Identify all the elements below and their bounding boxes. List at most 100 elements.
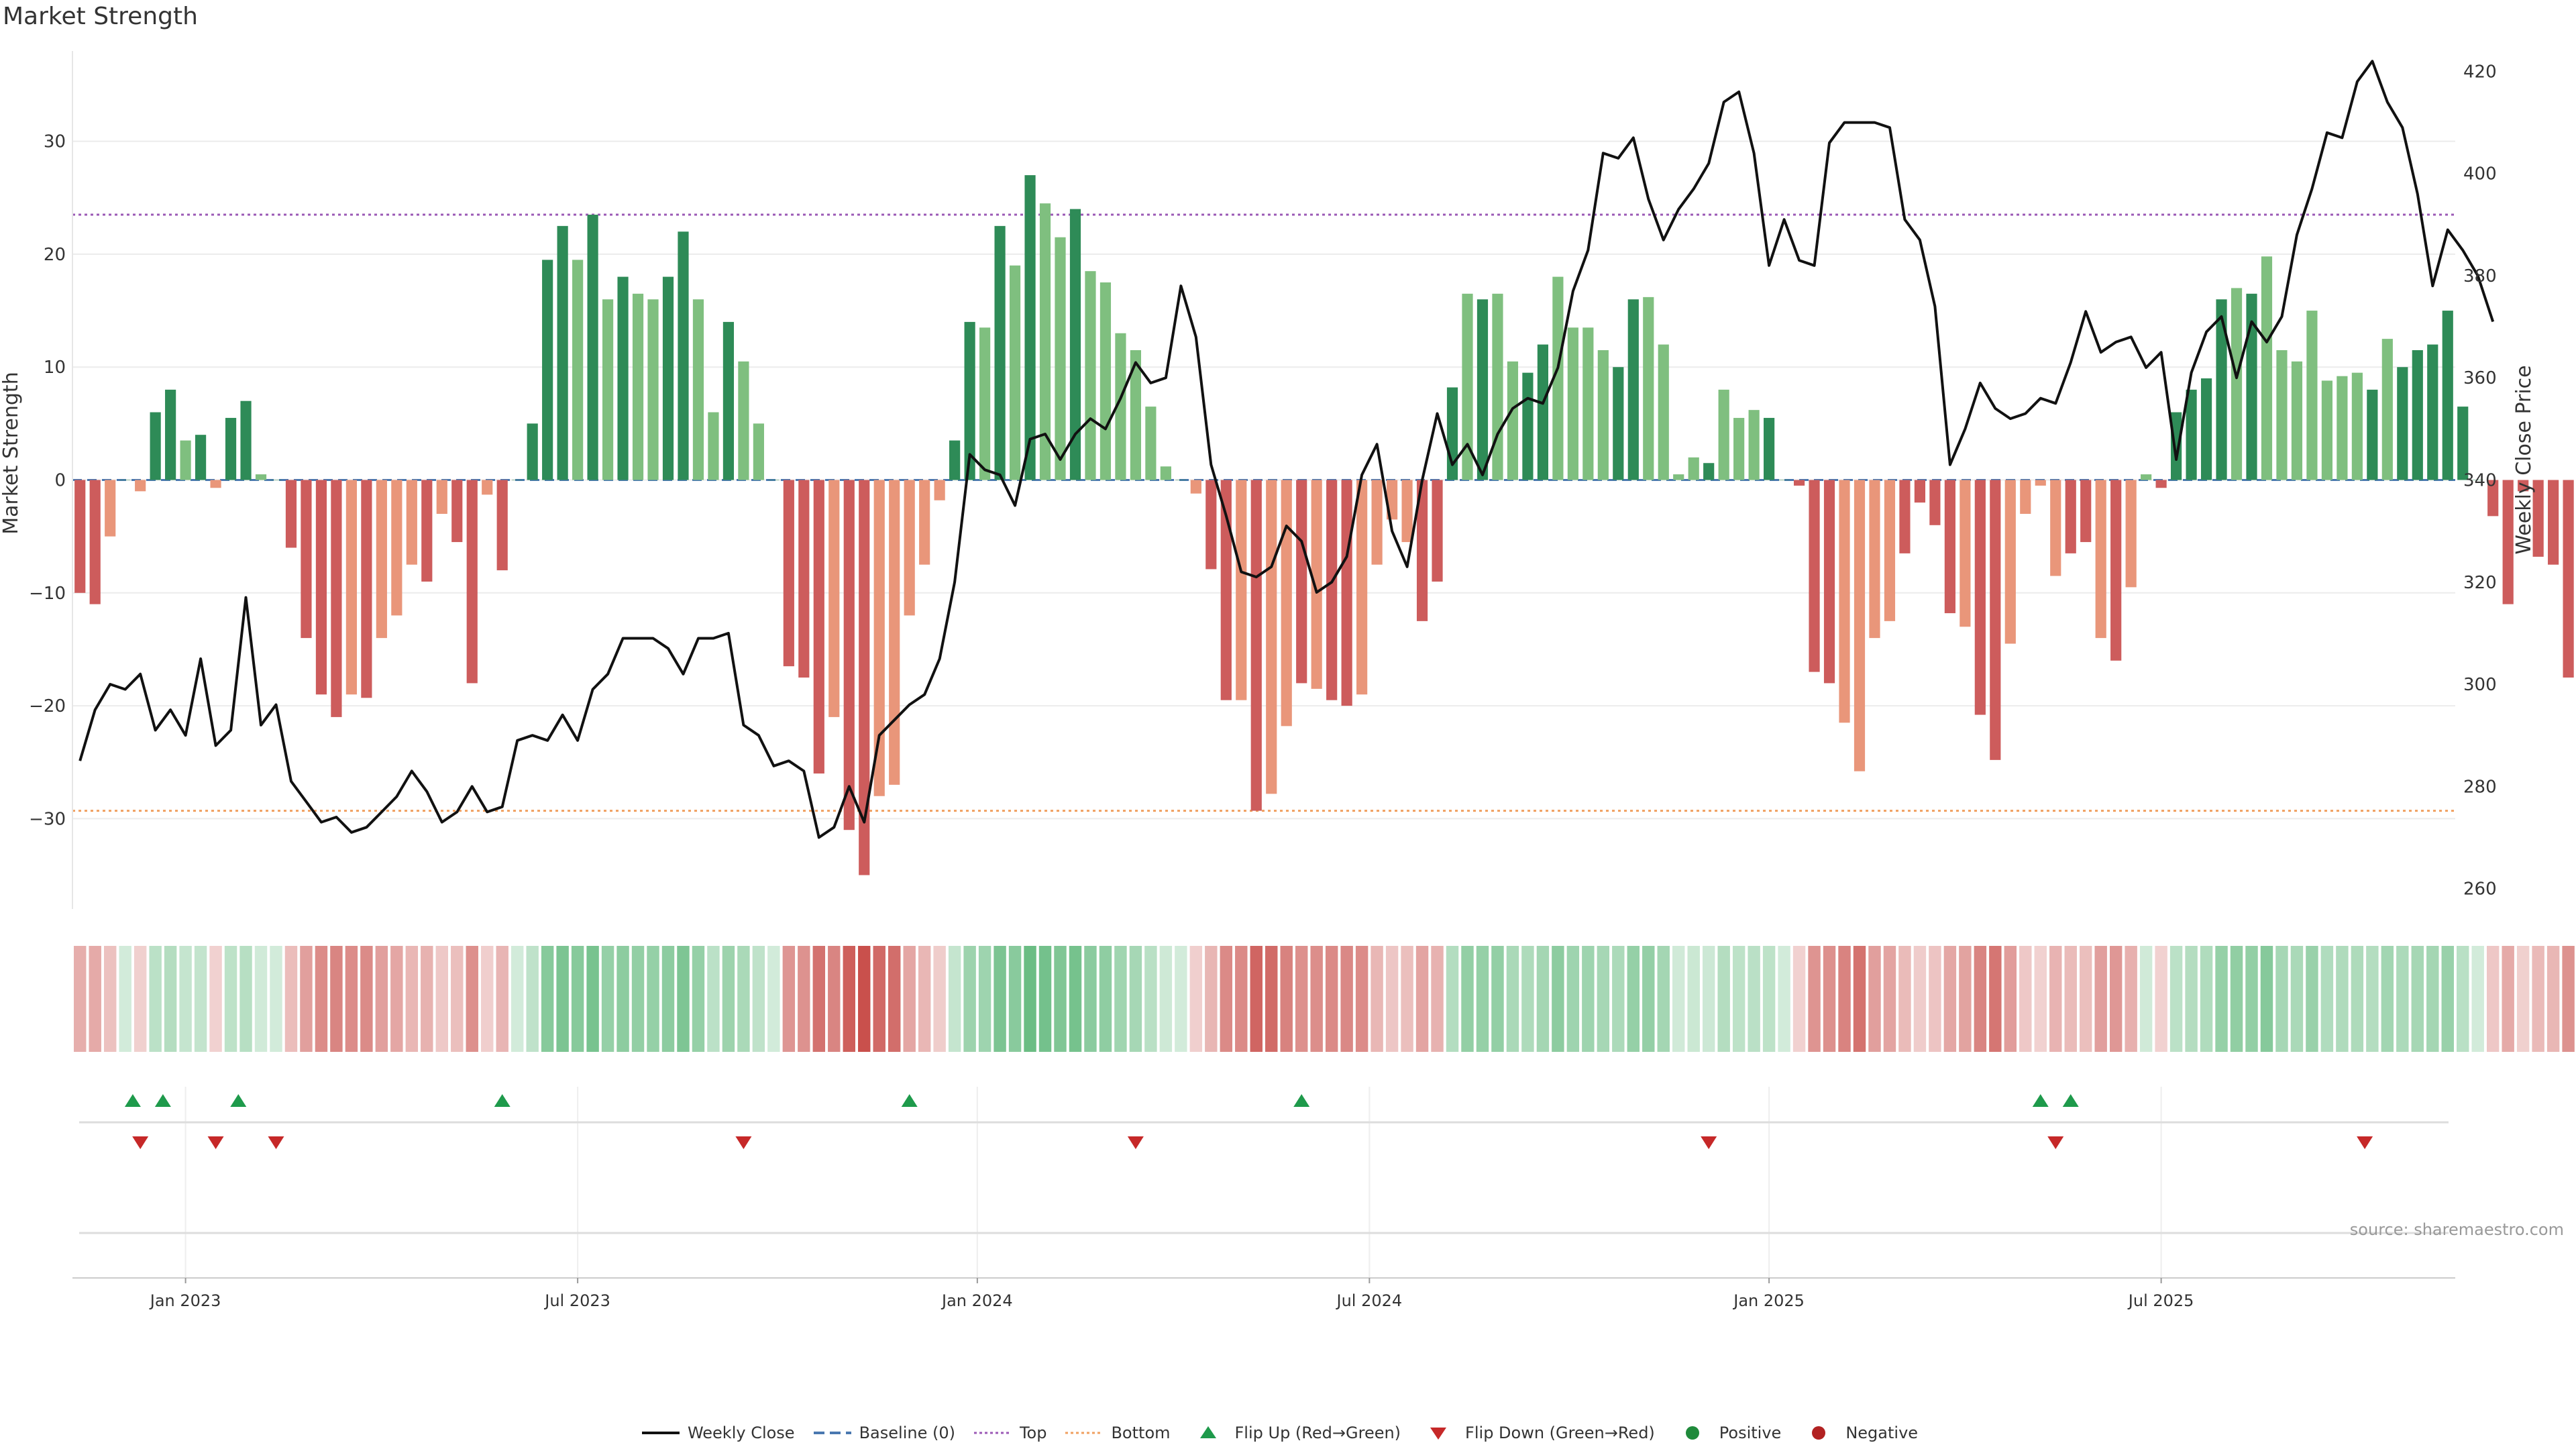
heat-strip-cell <box>2457 946 2469 1052</box>
strength-bar <box>1069 209 1081 480</box>
strength-bar <box>2141 474 2152 480</box>
heat-strip-cell <box>1371 946 1383 1052</box>
heat-strip-cell <box>330 946 343 1052</box>
strength-bar <box>1779 480 1790 481</box>
heat-strip-cell <box>2381 946 2394 1052</box>
strength-bar <box>1416 480 1428 621</box>
heat-strip-cell <box>677 946 690 1052</box>
heat-strip-cell <box>2516 946 2530 1052</box>
strength-bar <box>1266 480 1277 794</box>
strength-bar <box>1356 480 1368 695</box>
heat-strip-cell <box>1627 946 1640 1052</box>
flip-down-marker <box>132 1136 149 1149</box>
strength-bar <box>2276 350 2288 480</box>
heat-strip-cell <box>2411 946 2424 1052</box>
heat-strip-cell <box>1265 946 1278 1052</box>
heat-strip-cell <box>1129 946 1142 1052</box>
strength-bar <box>2050 480 2061 576</box>
strength-bar <box>783 480 794 667</box>
strength-bar <box>1582 327 1594 480</box>
heat-strip-cell <box>2366 946 2379 1052</box>
y2-tick-label: 280 <box>2463 777 2497 797</box>
heat-strip-cell <box>2502 946 2514 1052</box>
strength-bar <box>1311 480 1322 689</box>
heat-strip-cell <box>1748 946 1760 1052</box>
strength-bar <box>904 480 915 616</box>
heat-strip-cell <box>2351 946 2364 1052</box>
heat-strip-cell <box>2019 946 2032 1052</box>
flip-down-marker <box>1127 1136 1144 1149</box>
strength-bar <box>2412 350 2423 480</box>
heat-strip-cell <box>722 946 735 1052</box>
strength-bar <box>361 480 372 698</box>
heat-strip-cell <box>2094 946 2107 1052</box>
strength-bar <box>165 389 176 480</box>
heat-strip-cell <box>1974 946 1987 1052</box>
heat-strip-cell <box>1702 946 1715 1052</box>
strength-bar <box>2548 480 2559 565</box>
strength-bar <box>1055 237 1066 480</box>
heat-strip-cell <box>1612 946 1625 1052</box>
flip-up-marker <box>494 1094 511 1107</box>
heat-strip-cell <box>1566 946 1580 1052</box>
y-tick-label: 0 <box>54 471 66 491</box>
strength-bar <box>1401 480 1413 543</box>
strength-bar <box>1477 299 1489 480</box>
strength-bar <box>1009 265 1021 480</box>
heat-strip-cell <box>1929 946 1941 1052</box>
y2-tick-label: 340 <box>2463 471 2497 491</box>
heat-strip-cell <box>1582 946 1595 1052</box>
heat-strip-cell <box>315 946 328 1052</box>
legend-item: Positive <box>1672 1424 1781 1442</box>
heat-strip-cell <box>2320 946 2334 1052</box>
legend-label: Weekly Close <box>687 1424 795 1442</box>
strength-bar <box>1823 480 1835 684</box>
strength-bar <box>2351 372 2363 480</box>
flip-up-marker <box>2062 1094 2079 1107</box>
strength-bar <box>2381 339 2393 480</box>
heat-strip-cell <box>2471 946 2484 1052</box>
heat-strip-cell <box>360 946 373 1052</box>
heat-strip-cell <box>133 946 147 1052</box>
heat-strip-cell <box>798 946 810 1052</box>
strength-bar <box>1960 480 1971 627</box>
heat-strip-cell <box>1868 946 1881 1052</box>
strength-bar <box>1703 463 1715 480</box>
strength-bar <box>225 417 237 480</box>
strength-bar <box>315 480 327 695</box>
strength-bar <box>949 440 961 480</box>
strength-bar <box>421 480 433 582</box>
heat-strip-cell <box>888 946 901 1052</box>
strength-bar <box>1522 372 1534 480</box>
flip-down-marker <box>2047 1136 2064 1149</box>
strength-bar <box>1341 480 1352 706</box>
strength-bar <box>2246 293 2257 480</box>
heat-strip-cell <box>179 946 192 1052</box>
strength-bar <box>1869 480 1880 639</box>
heat-strip-cell <box>2260 946 2273 1052</box>
strength-bar <box>1190 480 1201 494</box>
heat-strip-cell <box>1415 946 1429 1052</box>
strength-bar <box>1371 480 1383 565</box>
legend-item: Flip Down (Green→Red) <box>1418 1424 1655 1442</box>
strength-bar <box>1432 480 1443 582</box>
strength-bar <box>1462 293 1473 480</box>
strength-bar <box>2306 311 2318 480</box>
legend-symbol-dotted-line <box>973 1432 1012 1434</box>
heat-strip-cell <box>1959 946 1972 1052</box>
strength-bar <box>301 480 312 639</box>
heat-strip-cell <box>963 946 976 1052</box>
strength-bar <box>391 480 402 616</box>
strength-bar <box>2367 389 2378 480</box>
legend-symbol-dotted-line <box>1065 1432 1104 1434</box>
legend-symbol-dot <box>1812 1426 1826 1440</box>
strength-bar <box>2532 480 2544 557</box>
strength-bar <box>1613 367 1624 480</box>
strength-bar <box>1764 417 1775 480</box>
strength-bar <box>1899 480 1911 553</box>
heat-strip-cell <box>511 946 524 1052</box>
heat-strip-cell <box>239 946 252 1052</box>
heat-strip-cell <box>601 946 614 1052</box>
heat-strip-cell <box>1506 946 1519 1052</box>
heat-strip-cell <box>1280 946 1293 1052</box>
